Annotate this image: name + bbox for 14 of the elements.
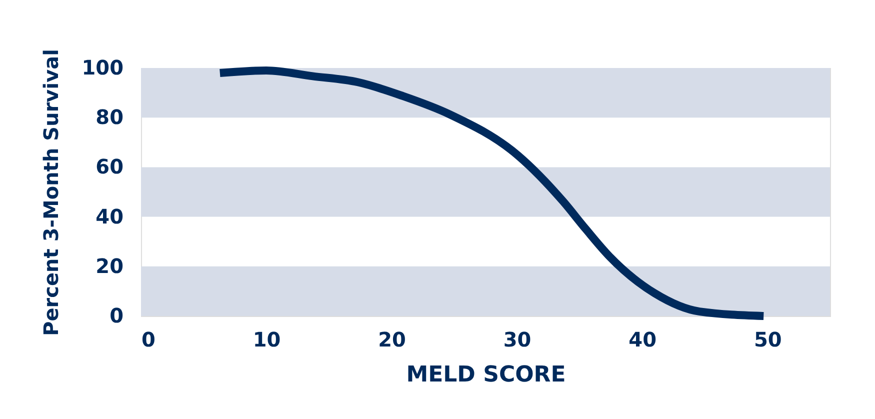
x-axis-title: MELD SCORE — [406, 362, 566, 388]
x-tick-label: 50 — [754, 328, 782, 352]
x-tick-label: 30 — [503, 328, 532, 352]
y-tick-label: 20 — [96, 254, 124, 278]
y-axis-title: Percent 3-Month Survival — [38, 49, 63, 336]
x-tick-label: 40 — [628, 328, 657, 352]
y-tick-label: 100 — [82, 56, 124, 80]
y-tick-label: 40 — [96, 204, 124, 228]
y-tick-label: 80 — [96, 105, 124, 130]
x-tick-label: 10 — [252, 328, 281, 352]
x-tick-label: 20 — [378, 328, 406, 352]
y-tick-label: 60 — [96, 154, 124, 179]
x-tick-label: 0 — [142, 328, 156, 352]
y-tick-label: 0 — [110, 304, 124, 328]
